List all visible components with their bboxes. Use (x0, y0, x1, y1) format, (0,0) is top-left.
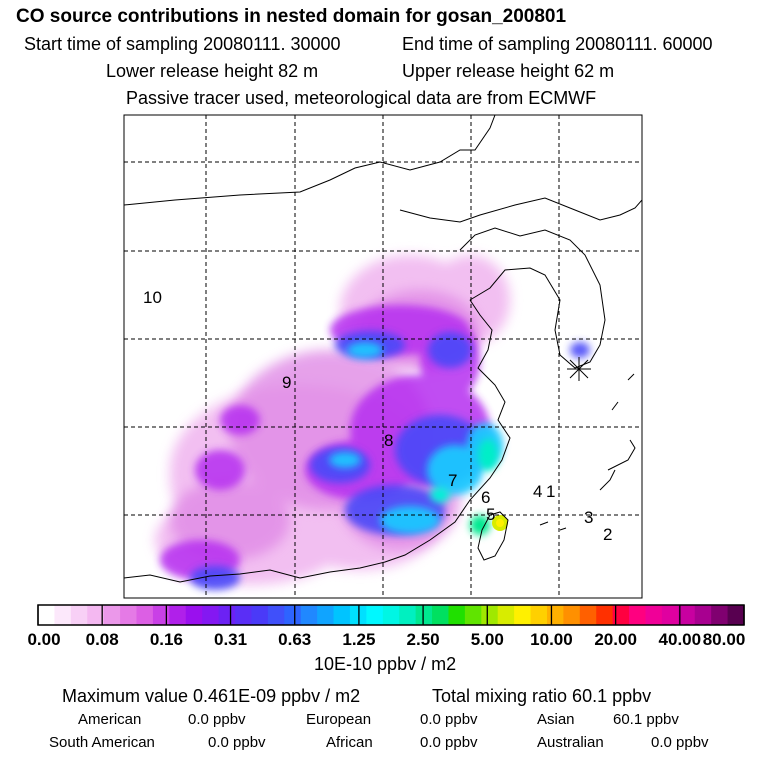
upper-release-height: Upper release height 62 m (402, 61, 615, 81)
colorbar-tick-label: 1.25 (342, 630, 376, 649)
colorbar-swatch (661, 605, 679, 625)
region-name-south-american: South American (49, 734, 155, 751)
colorbar-swatch (596, 605, 614, 625)
colorbar-tick-label: 0.00 (27, 630, 61, 649)
colorbar-swatch (202, 605, 220, 625)
colorbar-swatch (497, 605, 515, 625)
lat-lon-grid (124, 115, 642, 598)
region-label: 1 (546, 482, 555, 501)
colorbar-swatch (152, 605, 170, 625)
plot-title: CO source contributions in nested domain… (16, 6, 567, 27)
concentration-field (155, 255, 590, 590)
colorbar-tick-label: 0.16 (149, 630, 183, 649)
start-time: Start time of sampling 20080111. 30000 (24, 34, 341, 54)
colorbar-tick-label: 10.00 (530, 630, 573, 649)
colorbar-swatch (481, 605, 499, 625)
region-value-european: 0.0 ppbv (420, 711, 478, 728)
colorbar-swatch (300, 605, 318, 625)
colorbar-tick-label: 80.00 (702, 630, 746, 649)
colorbar-swatch (514, 605, 532, 625)
region-label: 2 (603, 525, 612, 544)
colorbar-swatch (711, 605, 729, 625)
colorbar-tick-label: 5.00 (470, 630, 504, 649)
region-value-american: 0.0 ppbv (188, 711, 246, 728)
colorbar-swatch (629, 605, 647, 625)
region-value-african: 0.0 ppbv (420, 734, 478, 751)
colorbar-swatch (727, 605, 745, 625)
colorbar-swatch (579, 605, 597, 625)
colorbar-swatch (530, 605, 548, 625)
colorbar-swatch (54, 605, 72, 625)
region-label: 4 (533, 482, 542, 501)
colorbar-tick-label: 0.08 (85, 630, 119, 649)
tracer-note: Passive tracer used, meteorological data… (126, 88, 597, 108)
colorbar-swatch (251, 605, 269, 625)
region-name-american: American (78, 711, 142, 728)
colorbar-swatch (366, 605, 384, 625)
colorbar-swatch (563, 605, 581, 625)
colorbar-frame (37, 604, 745, 626)
colorbar-tick-label: 20.00 (594, 630, 637, 649)
colorbar-swatch (399, 605, 417, 625)
colorbar-swatch (267, 605, 285, 625)
colorbar-swatch (546, 605, 564, 625)
colorbar-swatch (333, 605, 351, 625)
maximum-value: Maximum value 0.461E-09 ppbv / m2 (62, 686, 361, 706)
colorbar-swatch (136, 605, 154, 625)
colorbar-swatch (317, 605, 335, 625)
colorbar-tick-label: 40.00 (658, 630, 702, 649)
colorbar-swatch (612, 605, 630, 625)
region-name-african: African (326, 734, 373, 751)
colorbar-tick-label: 2.50 (406, 630, 440, 649)
colorbar-swatch (382, 605, 400, 625)
region-name-european: European (306, 711, 372, 728)
region-name-australian: Australian (537, 734, 604, 751)
region-label: 5 (486, 505, 495, 524)
region-label: 7 (448, 471, 457, 490)
colorbar-swatch (169, 605, 187, 625)
colorbar (37, 604, 745, 626)
region-label: 10 (143, 288, 162, 307)
colorbar-swatch (415, 605, 433, 625)
colorbar-swatch (120, 605, 138, 625)
region-value-south-american: 0.0 ppbv (208, 734, 266, 751)
colorbar-swatch (235, 605, 253, 625)
region-label: 6 (481, 488, 490, 507)
colorbar-swatch (103, 605, 121, 625)
colorbar-swatch (284, 605, 302, 625)
colorbar-swatch (432, 605, 450, 625)
colorbar-unit: 10E-10 ppbv / m2 (314, 654, 457, 674)
region-label: 3 (584, 508, 593, 527)
colorbar-swatch (694, 605, 712, 625)
region-label: 8 (384, 431, 393, 450)
region-label: 9 (282, 373, 291, 392)
total-mixing-ratio: Total mixing ratio 60.1 ppbv (432, 686, 652, 706)
colorbar-swatch (448, 605, 466, 625)
colorbar-swatch (678, 605, 696, 625)
region-value-asian: 60.1 ppbv (613, 711, 679, 728)
colorbar-swatch (70, 605, 88, 625)
receptor-marker (567, 357, 591, 381)
region-value-australian: 0.0 ppbv (651, 734, 709, 751)
colorbar-swatch (464, 605, 482, 625)
lower-release-height: Lower release height 82 m (106, 61, 319, 81)
colorbar-swatch (87, 605, 105, 625)
colorbar-tick-label: 0.31 (213, 630, 248, 649)
colorbar-swatch (38, 605, 56, 625)
colorbar-swatch (185, 605, 203, 625)
colorbar-swatch (218, 605, 236, 625)
region-labels: 10 9 8 7 6 5 4 1 3 2 (143, 288, 612, 544)
map-frame (123, 114, 643, 599)
end-time: End time of sampling 20080111. 60000 (402, 34, 713, 54)
region-name-asian: Asian (537, 711, 575, 728)
colorbar-tick-label: 0.63 (278, 630, 312, 649)
colorbar-swatch (645, 605, 663, 625)
